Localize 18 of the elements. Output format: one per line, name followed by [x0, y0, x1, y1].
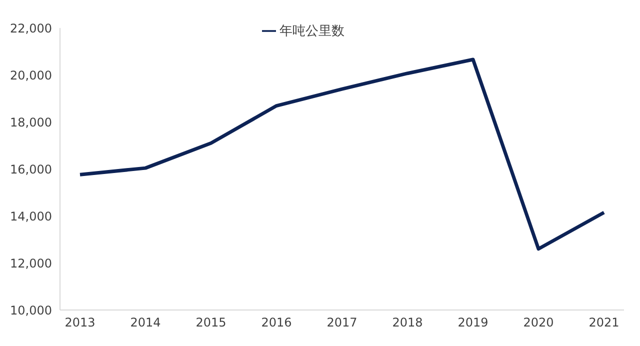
y-tick-label: 12,000	[10, 256, 52, 270]
legend-label: 年吨公里数	[280, 24, 344, 39]
y-tick-label: 18,000	[10, 115, 52, 130]
y-tick-label: 20,000	[10, 68, 52, 82]
x-tick-label: 2015	[196, 316, 226, 330]
y-tick-label: 14,000	[10, 209, 52, 224]
y-tick-label: 10,000	[10, 303, 52, 318]
x-tick-label: 2018	[392, 316, 423, 330]
y-tick-label: 22,000	[10, 21, 52, 36]
x-tick-label: 2016	[261, 316, 292, 330]
line-series	[78, 58, 606, 251]
x-tick-label: 2014	[130, 316, 161, 330]
y-tick-label: 16,000	[10, 162, 52, 176]
x-tick-label: 2020	[523, 316, 554, 330]
x-tick-label: 2021	[588, 316, 620, 330]
x-tick-label: 2017	[326, 316, 358, 330]
x-tick-label: 2013	[64, 316, 96, 330]
x-tick-label: 2019	[458, 316, 488, 330]
